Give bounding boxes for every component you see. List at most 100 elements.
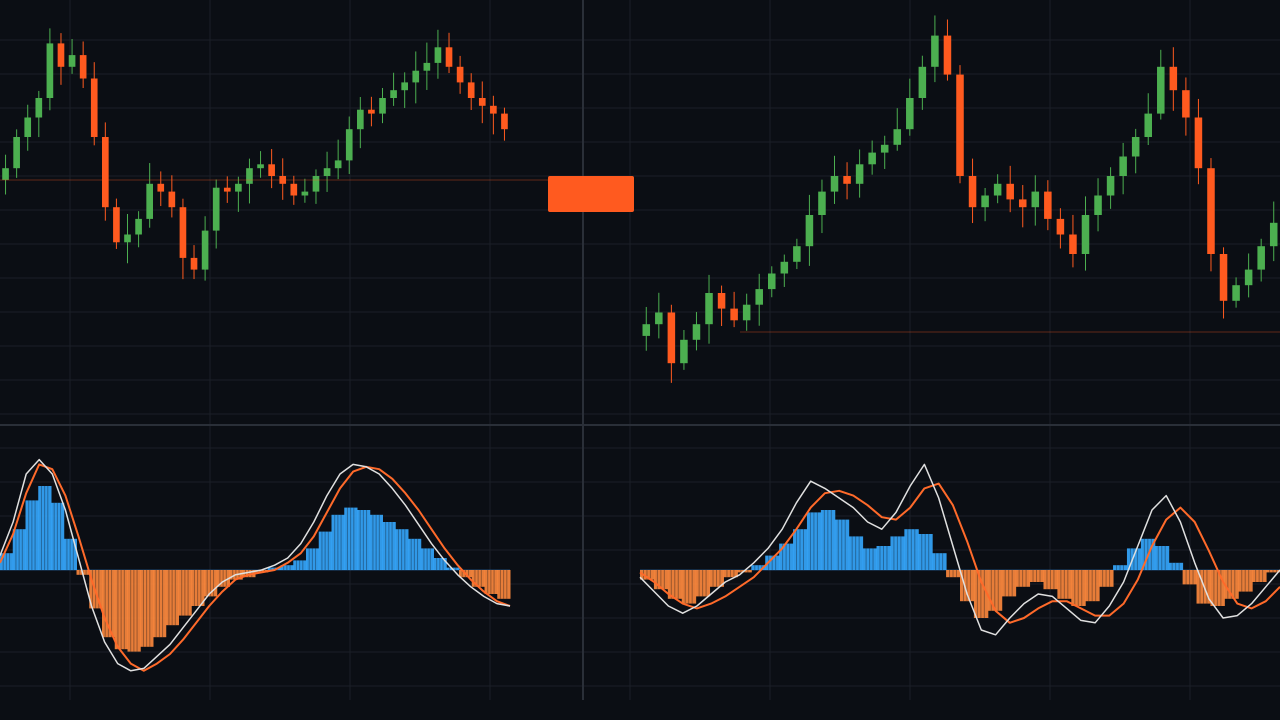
candle-up[interactable]: [301, 191, 309, 196]
candle-up[interactable]: [401, 82, 408, 91]
candle-up[interactable]: [680, 339, 688, 364]
candle-down[interactable]: [268, 164, 275, 176]
candle-up[interactable]: [918, 66, 927, 98]
candle-down[interactable]: [501, 113, 508, 130]
candle-up[interactable]: [1144, 113, 1152, 137]
candle-down[interactable]: [456, 66, 464, 83]
candle-up[interactable]: [35, 98, 43, 118]
candle-up[interactable]: [1269, 222, 1278, 247]
candle-up[interactable]: [124, 234, 131, 243]
candle-up[interactable]: [818, 191, 826, 215]
candle-down[interactable]: [168, 191, 176, 208]
candle-up[interactable]: [868, 152, 876, 165]
candle-up[interactable]: [24, 117, 32, 138]
candle-down[interactable]: [667, 312, 676, 364]
candle-up[interactable]: [246, 168, 253, 184]
candle-down[interactable]: [467, 82, 475, 98]
candle-up[interactable]: [742, 304, 751, 321]
candle-down[interactable]: [279, 176, 287, 184]
candle-up[interactable]: [755, 289, 763, 305]
candle-up[interactable]: [146, 183, 153, 219]
candle-up[interactable]: [2, 168, 9, 180]
signal-line[interactable]: [639, 482, 1280, 624]
candle-up[interactable]: [893, 129, 902, 145]
candle-down[interactable]: [968, 176, 977, 208]
candle-down[interactable]: [79, 55, 87, 79]
candle-up[interactable]: [68, 55, 76, 67]
candle-up[interactable]: [1094, 195, 1102, 216]
candle-down[interactable]: [290, 183, 298, 196]
candle-up[interactable]: [692, 324, 701, 340]
left-price-candles[interactable]: [2, 28, 508, 281]
candle-up[interactable]: [793, 246, 801, 262]
candle-down[interactable]: [490, 105, 497, 114]
macd-line[interactable]: [639, 463, 1280, 636]
candle-down[interactable]: [190, 257, 198, 270]
candle-up[interactable]: [981, 195, 989, 208]
candle-down[interactable]: [1044, 191, 1052, 219]
candle-up[interactable]: [434, 47, 442, 63]
candle-down[interactable]: [1069, 234, 1077, 255]
candle-up[interactable]: [423, 62, 431, 71]
candle-up[interactable]: [805, 215, 814, 247]
candle-down[interactable]: [368, 109, 375, 114]
left-macd-indicator[interactable]: [0, 458, 511, 672]
candle-down[interactable]: [943, 35, 952, 75]
candle-up[interactable]: [13, 137, 20, 169]
candle-down[interactable]: [223, 187, 231, 192]
candle-up[interactable]: [1031, 191, 1040, 208]
candle-down[interactable]: [478, 98, 486, 106]
candle-down[interactable]: [90, 78, 98, 138]
candle-up[interactable]: [312, 176, 320, 192]
candle-down[interactable]: [1169, 66, 1178, 91]
candle-up[interactable]: [906, 98, 914, 130]
candle-up[interactable]: [379, 98, 386, 114]
candle-up[interactable]: [1119, 156, 1127, 177]
candle-down[interactable]: [179, 207, 187, 258]
candle-down[interactable]: [1018, 199, 1027, 208]
candle-up[interactable]: [323, 168, 331, 176]
candle-down[interactable]: [730, 308, 738, 321]
candle-up[interactable]: [1131, 137, 1140, 157]
candle-down[interactable]: [1194, 117, 1203, 169]
candle-down[interactable]: [1219, 254, 1228, 301]
candle-up[interactable]: [390, 90, 397, 98]
candle-down[interactable]: [157, 183, 165, 192]
price-marker-badge[interactable]: [548, 176, 634, 212]
signal-line[interactable]: [0, 463, 511, 672]
candle-up[interactable]: [257, 164, 264, 169]
candle-up[interactable]: [880, 144, 889, 153]
candle-down[interactable]: [843, 176, 851, 184]
candle-down[interactable]: [1056, 218, 1065, 235]
candle-up[interactable]: [642, 324, 651, 336]
candle-down[interactable]: [57, 43, 65, 67]
candle-down[interactable]: [102, 137, 109, 208]
candle-up[interactable]: [212, 187, 220, 231]
candle-up[interactable]: [412, 70, 420, 83]
macd-line[interactable]: [0, 458, 511, 672]
candle-up[interactable]: [1106, 176, 1115, 196]
candle-down[interactable]: [113, 207, 120, 243]
price-marker[interactable]: [548, 176, 634, 212]
candle-down[interactable]: [717, 293, 726, 309]
candle-up[interactable]: [830, 176, 839, 192]
candle-up[interactable]: [1081, 215, 1090, 254]
candle-up[interactable]: [235, 183, 242, 192]
candle-up[interactable]: [768, 273, 776, 290]
candle-down[interactable]: [1182, 90, 1190, 118]
candle-up[interactable]: [135, 218, 142, 235]
candle-up[interactable]: [1244, 269, 1253, 286]
candle-up[interactable]: [993, 183, 1002, 196]
candle-up[interactable]: [931, 35, 939, 67]
candle-up[interactable]: [1232, 285, 1240, 301]
candle-down[interactable]: [1006, 183, 1014, 200]
candle-up[interactable]: [780, 261, 789, 274]
right-price-candles[interactable]: [642, 15, 1278, 383]
candle-down[interactable]: [956, 74, 964, 176]
candle-down[interactable]: [445, 47, 453, 67]
candle-down[interactable]: [1207, 168, 1215, 254]
candle-up[interactable]: [1257, 246, 1265, 270]
candle-up[interactable]: [345, 129, 353, 161]
candle-up[interactable]: [201, 230, 209, 270]
